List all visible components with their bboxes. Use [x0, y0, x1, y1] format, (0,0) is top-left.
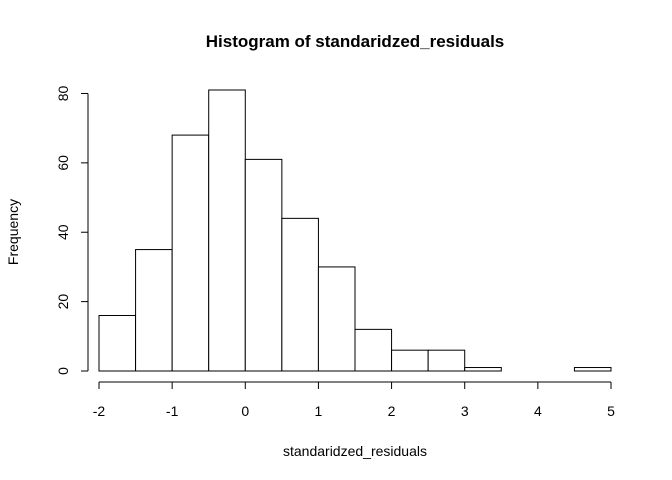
histogram-bar-10 — [464, 367, 502, 372]
histogram-bar-3 — [208, 89, 246, 372]
y-tick-label-4: 80 — [55, 85, 71, 101]
histogram-bar-1 — [135, 249, 173, 372]
histogram-bar-4 — [244, 158, 283, 372]
histogram-bar-13 — [573, 367, 612, 372]
x-axis-label: standaridzed_residuals — [283, 443, 427, 459]
x-tick-label-1: -1 — [166, 403, 179, 419]
histogram-bar-7 — [354, 328, 393, 372]
y-tick-label-1: 20 — [55, 294, 71, 310]
histogram-bar-5 — [281, 217, 319, 372]
chart-title: Histogram of standaridzed_residuals — [206, 32, 505, 51]
x-tick-label-3: 1 — [315, 403, 323, 419]
histogram-bar-2 — [171, 134, 210, 372]
y-tick-label-3: 60 — [55, 155, 71, 171]
x-tick-label-4: 2 — [388, 403, 396, 419]
x-tick-label-2: 0 — [241, 403, 249, 419]
x-axis: -2 -1 0 1 2 3 4 5 — [93, 381, 615, 419]
histogram-bar-6 — [317, 266, 356, 372]
histogram-bar-9 — [427, 349, 466, 372]
bars-group — [98, 89, 612, 372]
y-tick-label-0: 0 — [55, 367, 71, 375]
x-tick-label-5: 3 — [461, 403, 469, 419]
x-tick-label-6: 4 — [534, 403, 542, 419]
histogram-bar-0 — [98, 314, 137, 372]
y-tick-label-2: 40 — [55, 224, 71, 240]
x-tick-label-0: -2 — [93, 403, 106, 419]
histogram-bar-8 — [391, 349, 429, 372]
y-axis-label: Frequency — [5, 199, 21, 265]
x-tick-label-7: 5 — [607, 403, 615, 419]
y-axis: 0 20 40 60 80 — [55, 85, 89, 375]
